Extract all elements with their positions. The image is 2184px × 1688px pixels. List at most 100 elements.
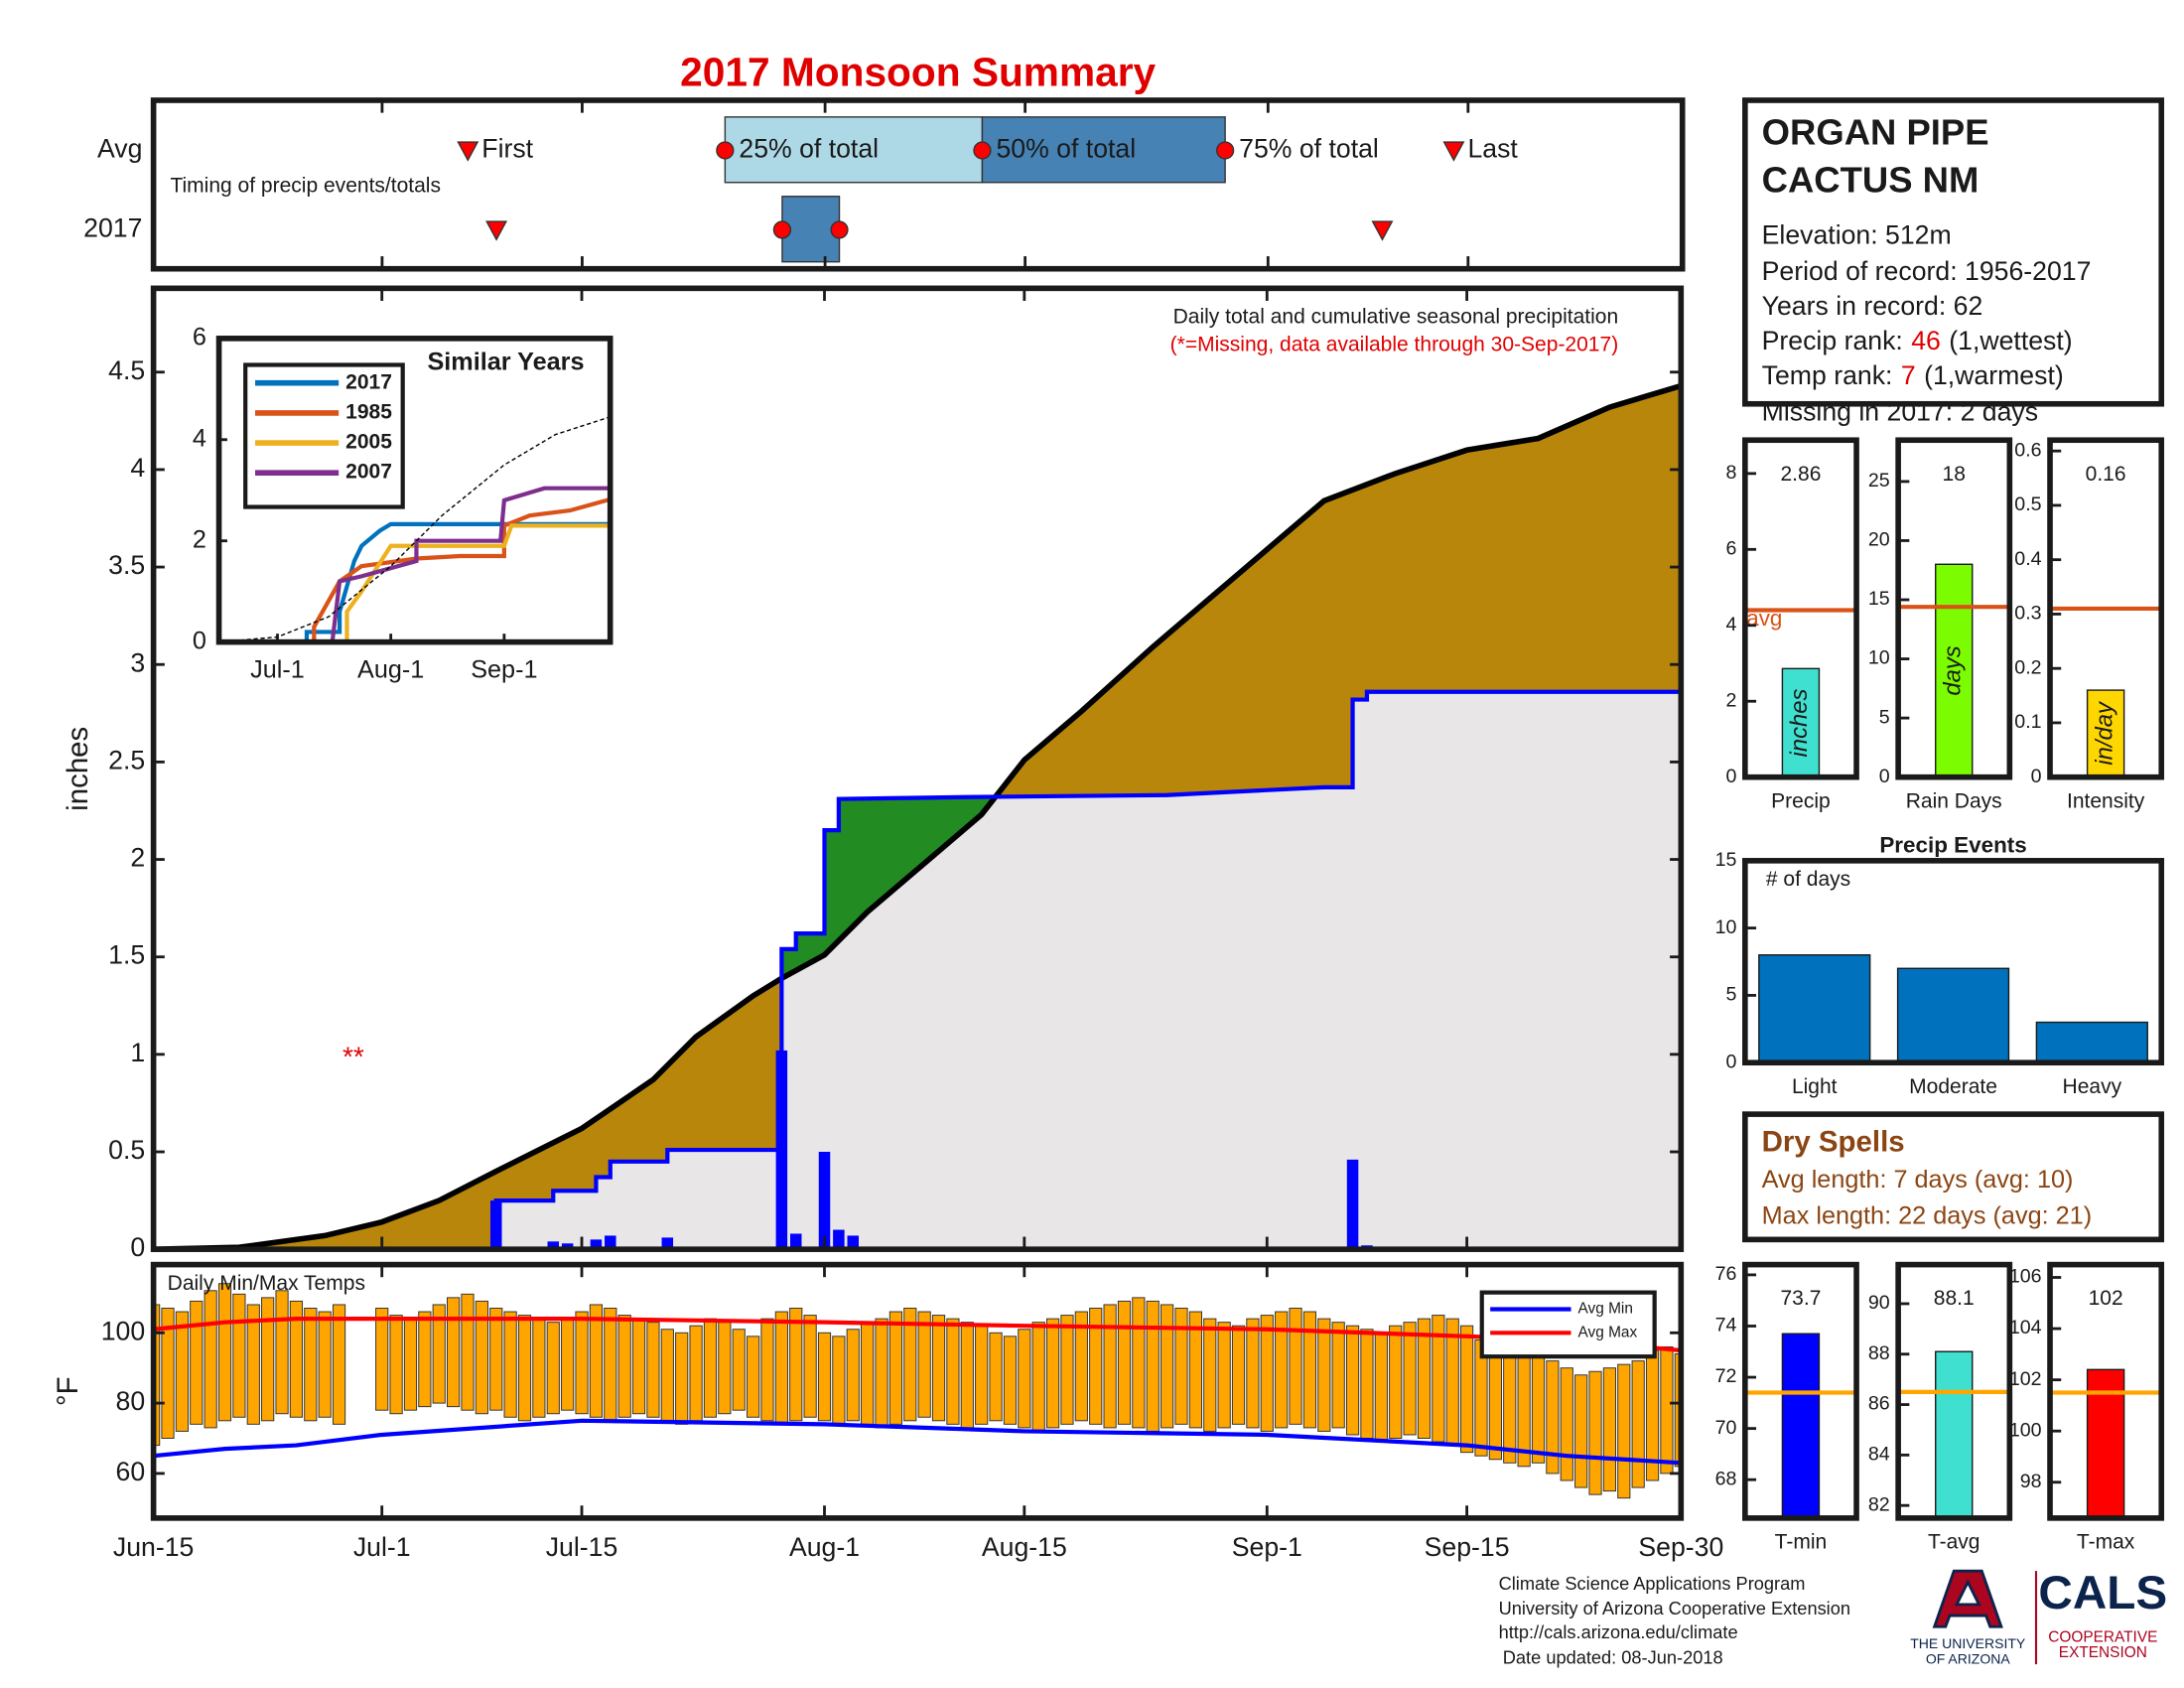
x-tick-label: Sep-15 (1425, 1532, 1510, 1562)
temp-range-bar (1317, 1318, 1331, 1432)
temp-range-bar (774, 1311, 788, 1425)
quantile-marker (973, 141, 992, 160)
logo-text: EXTENSION (2059, 1644, 2147, 1661)
unit-label: inches (1786, 688, 1813, 757)
y-tick-label: 15 (1868, 588, 1890, 610)
y-tick-label: 4 (193, 424, 206, 452)
temp-range-bar (1203, 1318, 1217, 1432)
event-marker (485, 220, 508, 241)
quantile-marker (830, 220, 849, 239)
temp-range-bar (1217, 1322, 1231, 1429)
y-tick-label: 8 (1726, 462, 1737, 484)
similar-year-line (218, 486, 611, 644)
timeline-frame (150, 97, 1686, 272)
bar (1781, 1333, 1821, 1519)
temp-range-bar (1588, 1370, 1602, 1495)
average-cumulative-line (153, 382, 1683, 1252)
x-tick-label: Sep-1 (471, 656, 537, 684)
y-tick-label: 70 (1715, 1417, 1737, 1439)
y-tick-label: 4 (1726, 614, 1737, 635)
daily-precip-bar (661, 1237, 674, 1250)
temp-range-bar (646, 1322, 660, 1418)
info-line: Precip rank: 46 (1,wettest) (1762, 326, 2073, 355)
y-tick-label: 86 (1868, 1393, 1890, 1415)
temp-range-bar (1188, 1311, 1202, 1429)
legend-label: Avg Max (1578, 1324, 1638, 1340)
footer-line: Climate Science Applications Program (1499, 1573, 1806, 1594)
y-tick-label: 0.3 (2014, 603, 2041, 625)
x-tick-label: Jul-1 (353, 1532, 411, 1562)
quartile-box (724, 116, 984, 184)
event-label: Last (1467, 134, 1518, 164)
chart-title: Daily total and cumulative seasonal prec… (1173, 305, 1619, 328)
y-tick-label: 0.5 (2014, 493, 2041, 515)
event-label: 75% of total (1239, 134, 1379, 164)
legend-label: 2007 (345, 461, 392, 484)
temp-range-bar (375, 1308, 389, 1411)
y-tick-label: 1.5 (108, 940, 145, 970)
temp-range-bar (617, 1315, 631, 1418)
quantile-marker (716, 141, 735, 160)
event-label: First (481, 134, 533, 164)
temp-range-bar (803, 1315, 817, 1418)
temp-range-bar (1617, 1363, 1631, 1499)
y-tick-label: 4 (130, 453, 145, 483)
temp-range-bar (589, 1304, 604, 1418)
temp-range-bar (689, 1325, 703, 1422)
temp-range-bar (389, 1315, 403, 1415)
x-tick-label: Sep-1 (1232, 1532, 1302, 1562)
event-marker (457, 141, 479, 162)
dry-spells-box (1742, 1111, 2165, 1243)
daily-precip-bar (561, 1243, 574, 1250)
event-marker (1442, 141, 1465, 162)
temp-range-bar (318, 1311, 332, 1418)
y-tick-label: 2 (130, 843, 145, 873)
temp-range-bar (1132, 1297, 1146, 1429)
quantile-marker (772, 220, 792, 239)
unit-label: in/day (2091, 700, 2117, 766)
similar-year-line (218, 523, 611, 644)
y-tick-label: 60 (116, 1457, 146, 1486)
temp-range-bar (1417, 1318, 1432, 1439)
legend-label: 1985 (345, 400, 392, 423)
temp-range-bar (1117, 1300, 1132, 1425)
temp-range-bar (1089, 1308, 1103, 1425)
y-tick-label: 102 (2009, 1368, 2042, 1390)
temp-range-bar (946, 1318, 960, 1425)
footer-line: Date updated: 08-Jun-2018 (1503, 1646, 1723, 1667)
x-tick-label: Rain Days (1906, 789, 2002, 812)
y-tick-label: 3.5 (108, 550, 145, 580)
x-tick-label: T-max (2077, 1531, 2135, 1554)
temp-range-bar (931, 1315, 946, 1422)
event-label: 50% of total (996, 134, 1136, 164)
temp-range-bar (1631, 1360, 1645, 1488)
temp-range-bar (1275, 1311, 1289, 1429)
daily-precip-bar (818, 1152, 831, 1250)
info-line: Temp rank: 7 (1,warmest) (1762, 360, 2064, 390)
temp-range-bar (275, 1290, 289, 1415)
temp-range-bar (1060, 1315, 1074, 1425)
dry-spells-title: Dry Spells (1762, 1125, 1905, 1158)
y-tick-label: 88 (1868, 1342, 1890, 1364)
temp-range-bar (1260, 1315, 1274, 1432)
y-tick-label: 6 (193, 324, 206, 352)
y-tick-label: 1 (130, 1038, 145, 1067)
temp-range-bar (489, 1308, 503, 1411)
legend-box (1479, 1290, 1657, 1359)
temp-range-bar (289, 1300, 304, 1418)
event-marker (1371, 220, 1394, 241)
value-label: 73.7 (1780, 1287, 1821, 1310)
y-axis-label: inches (62, 727, 94, 811)
footer-line: University of Arizona Cooperative Extens… (1499, 1598, 1850, 1618)
temp-range-bar (760, 1318, 774, 1422)
chart-title: Precip Events (1879, 833, 2026, 858)
logo-text: OF ARIZONA (1926, 1651, 2011, 1667)
bar-frame (1895, 1261, 2013, 1521)
temp-range-bar (1146, 1300, 1160, 1432)
y-tick-label: 90 (1868, 1292, 1890, 1314)
info-line: Years in record: 62 (1762, 291, 1983, 321)
temp-range-bar (1045, 1318, 1060, 1429)
value-label: 2.86 (1780, 463, 1821, 486)
temp-range-bar (217, 1283, 232, 1422)
